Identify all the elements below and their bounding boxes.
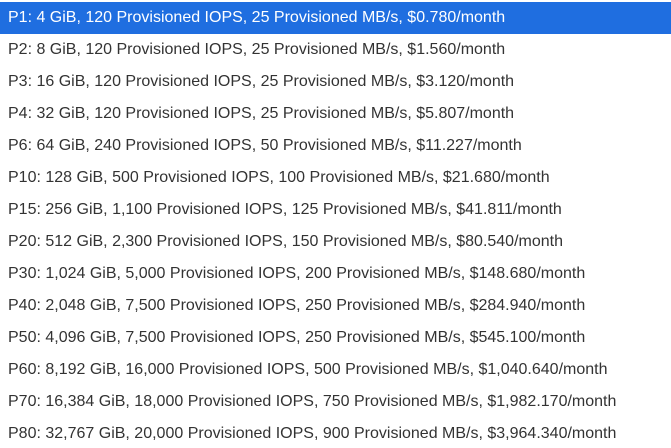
dropdown-option[interactable]: P4: 32 GiB, 120 Provisioned IOPS, 25 Pro… (8, 105, 515, 122)
dropdown-option[interactable]: P15: 256 GiB, 1,100 Provisioned IOPS, 12… (8, 201, 562, 218)
dropdown-option[interactable]: P10: 128 GiB, 500 Provisioned IOPS, 100 … (8, 169, 550, 186)
dropdown-option[interactable]: P20: 512 GiB, 2,300 Provisioned IOPS, 15… (8, 233, 563, 250)
dropdown-option[interactable]: P2: 8 GiB, 120 Provisioned IOPS, 25 Prov… (8, 41, 506, 58)
dropdown-option[interactable]: P80: 32,767 GiB, 20,000 Provisioned IOPS… (8, 425, 617, 442)
dropdown-option[interactable]: P30: 1,024 GiB, 5,000 Provisioned IOPS, … (8, 265, 586, 282)
dropdown-option[interactable]: P6: 64 GiB, 240 Provisioned IOPS, 50 Pro… (8, 137, 522, 154)
dropdown-option[interactable]: P1: 4 GiB, 120 Provisioned IOPS, 25 Prov… (0, 2, 671, 34)
dropdown-option[interactable]: P70: 16,384 GiB, 18,000 Provisioned IOPS… (8, 393, 617, 410)
dropdown-option[interactable]: P50: 4,096 GiB, 7,500 Provisioned IOPS, … (8, 329, 586, 346)
dropdown-option[interactable]: P3: 16 GiB, 120 Provisioned IOPS, 25 Pro… (8, 73, 515, 90)
dropdown-option[interactable]: P60: 8,192 GiB, 16,000 Provisioned IOPS,… (8, 361, 608, 378)
dropdown-option[interactable]: P40: 2,048 GiB, 7,500 Provisioned IOPS, … (8, 297, 586, 314)
